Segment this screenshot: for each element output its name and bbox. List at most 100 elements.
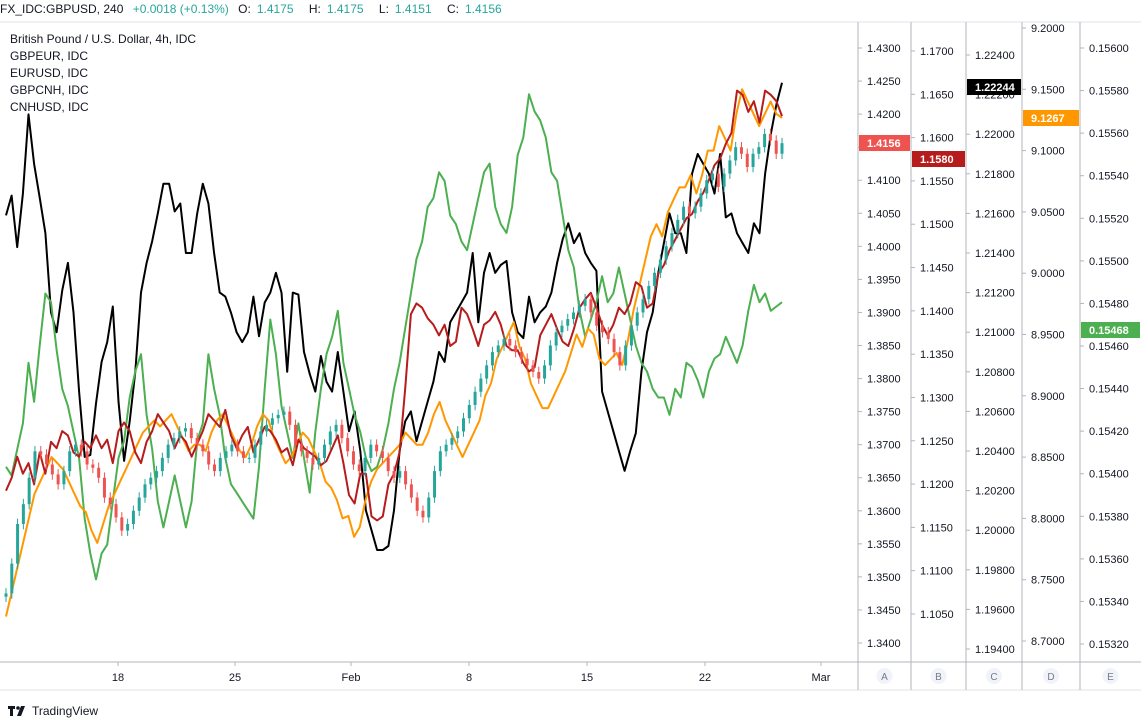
candle-body [635, 312, 639, 326]
y-tick-label-b: 1.1550 [920, 176, 954, 188]
y-tick-label-a: 1.4100 [867, 175, 901, 187]
series-line-cnhusd [5, 89, 783, 522]
candle-body [212, 464, 216, 472]
legend-gbpusd[interactable]: British Pound / U.S. Dollar, 4h, IDC [10, 32, 197, 46]
legend-gbpeur[interactable]: GBPEUR, IDC [10, 49, 89, 63]
candle-body [711, 173, 715, 181]
candle-body [259, 431, 263, 445]
symbol-label[interactable]: FX_IDC:GBPUSD, 240 [0, 2, 124, 16]
candle-body [780, 143, 784, 154]
legend-eurusd[interactable]: EURUSD, IDC [10, 66, 89, 80]
candle-body [658, 259, 662, 273]
candle-body [340, 424, 344, 439]
y-tick-label-e: 0.15580 [1089, 86, 1129, 98]
y-tick-label-b: 1.1050 [920, 609, 954, 621]
y-tick-label-e: 0.15340 [1089, 596, 1129, 608]
candle-body [572, 312, 576, 320]
candle-body [375, 444, 379, 452]
y-tick-label-c: 1.22400 [975, 50, 1015, 62]
y-tick-label-d: 8.9500 [1031, 330, 1065, 342]
candle-body [624, 345, 628, 366]
axis-letter-e: E [1107, 672, 1114, 683]
candle-body [73, 444, 77, 452]
candle-body [160, 457, 164, 472]
candle-body [39, 451, 43, 455]
y-tick-label-a: 1.3700 [867, 440, 901, 452]
candle-body [218, 457, 222, 472]
candle-body [641, 299, 645, 313]
tradingview-logo-icon [8, 706, 25, 716]
ohlc-open: O: 1.4175 [238, 2, 294, 16]
axis-letter-d: D [1047, 672, 1054, 683]
candle-body [265, 424, 269, 432]
axis-letter-badge [1102, 668, 1119, 684]
y-tick-label-c: 1.21600 [975, 208, 1015, 220]
candle-body [600, 325, 604, 333]
brand-label: TradingView [32, 704, 99, 718]
x-tick-label: 18 [112, 672, 124, 684]
y-tick-label-b: 1.1500 [920, 219, 954, 231]
last-value-badge-d [1023, 110, 1079, 126]
candle-body [323, 444, 327, 458]
legend-gbpcnh[interactable]: GBPCNH, IDC [10, 83, 89, 97]
candle-body [595, 312, 599, 326]
candle-body [438, 451, 442, 472]
candle-body [10, 563, 14, 594]
candle-body [734, 147, 738, 161]
y-tick-label-d: 9.1000 [1031, 146, 1065, 158]
x-tick-label: Mar [812, 672, 831, 684]
candle-body [473, 391, 477, 405]
candle-body [404, 471, 408, 485]
price-change: +0.0018 (+0.13%) [132, 2, 229, 16]
ohlc-low: L: 1.4151 [378, 2, 432, 16]
candle-body [16, 524, 20, 564]
y-tick-label-d: 8.8500 [1031, 452, 1065, 464]
candle-body [50, 464, 54, 475]
candle-body [276, 414, 280, 419]
candle-body [722, 173, 726, 187]
candle-body [207, 451, 211, 465]
y-tick-label-e: 0.15320 [1089, 639, 1129, 651]
candle-body [682, 206, 686, 220]
candle-body [647, 286, 651, 300]
candle-body [166, 444, 170, 458]
y-tick-label-b: 1.1600 [920, 133, 954, 145]
candle-body [386, 457, 390, 472]
y-tick-label-d: 8.8000 [1031, 513, 1065, 525]
candle-body [467, 405, 471, 419]
y-tick-label-c: 1.19600 [975, 604, 1015, 616]
y-tick-label-b: 1.1200 [920, 479, 954, 491]
candle-body [294, 424, 298, 445]
candle-body [687, 206, 691, 214]
candle-body [21, 504, 25, 524]
candle-body [618, 352, 622, 366]
candle-body [189, 428, 193, 439]
candle-body [490, 352, 494, 366]
candle-body [131, 510, 135, 524]
x-tick-label: 22 [699, 672, 711, 684]
y-tick-label-e: 0.15420 [1089, 426, 1129, 438]
y-tick-label-c: 1.20200 [975, 486, 1015, 498]
y-tick-label-c: 1.19400 [975, 644, 1015, 656]
axis-letter-badge [930, 668, 947, 684]
candle-body [178, 431, 182, 439]
candle-body [479, 378, 483, 392]
candle-body [496, 345, 500, 353]
axis-letter-b: B [935, 672, 942, 683]
candle-body [392, 471, 396, 478]
candle-body [172, 438, 176, 445]
y-tick-label-e: 0.15460 [1089, 341, 1129, 353]
candle-body [525, 358, 529, 366]
candle-body [120, 517, 124, 531]
candle-body [653, 272, 657, 286]
candle-body [253, 444, 257, 458]
candle-body [68, 451, 72, 472]
legend-cnhusd[interactable]: CNHUSD, IDC [10, 100, 89, 114]
last-value-label-e: 0.15468 [1089, 325, 1129, 337]
last-value-badge-e [1081, 322, 1140, 338]
candle-body [670, 233, 674, 247]
y-tick-label-a: 1.3850 [867, 341, 901, 353]
last-value-badge-b [912, 151, 965, 167]
candle-body [126, 524, 130, 531]
